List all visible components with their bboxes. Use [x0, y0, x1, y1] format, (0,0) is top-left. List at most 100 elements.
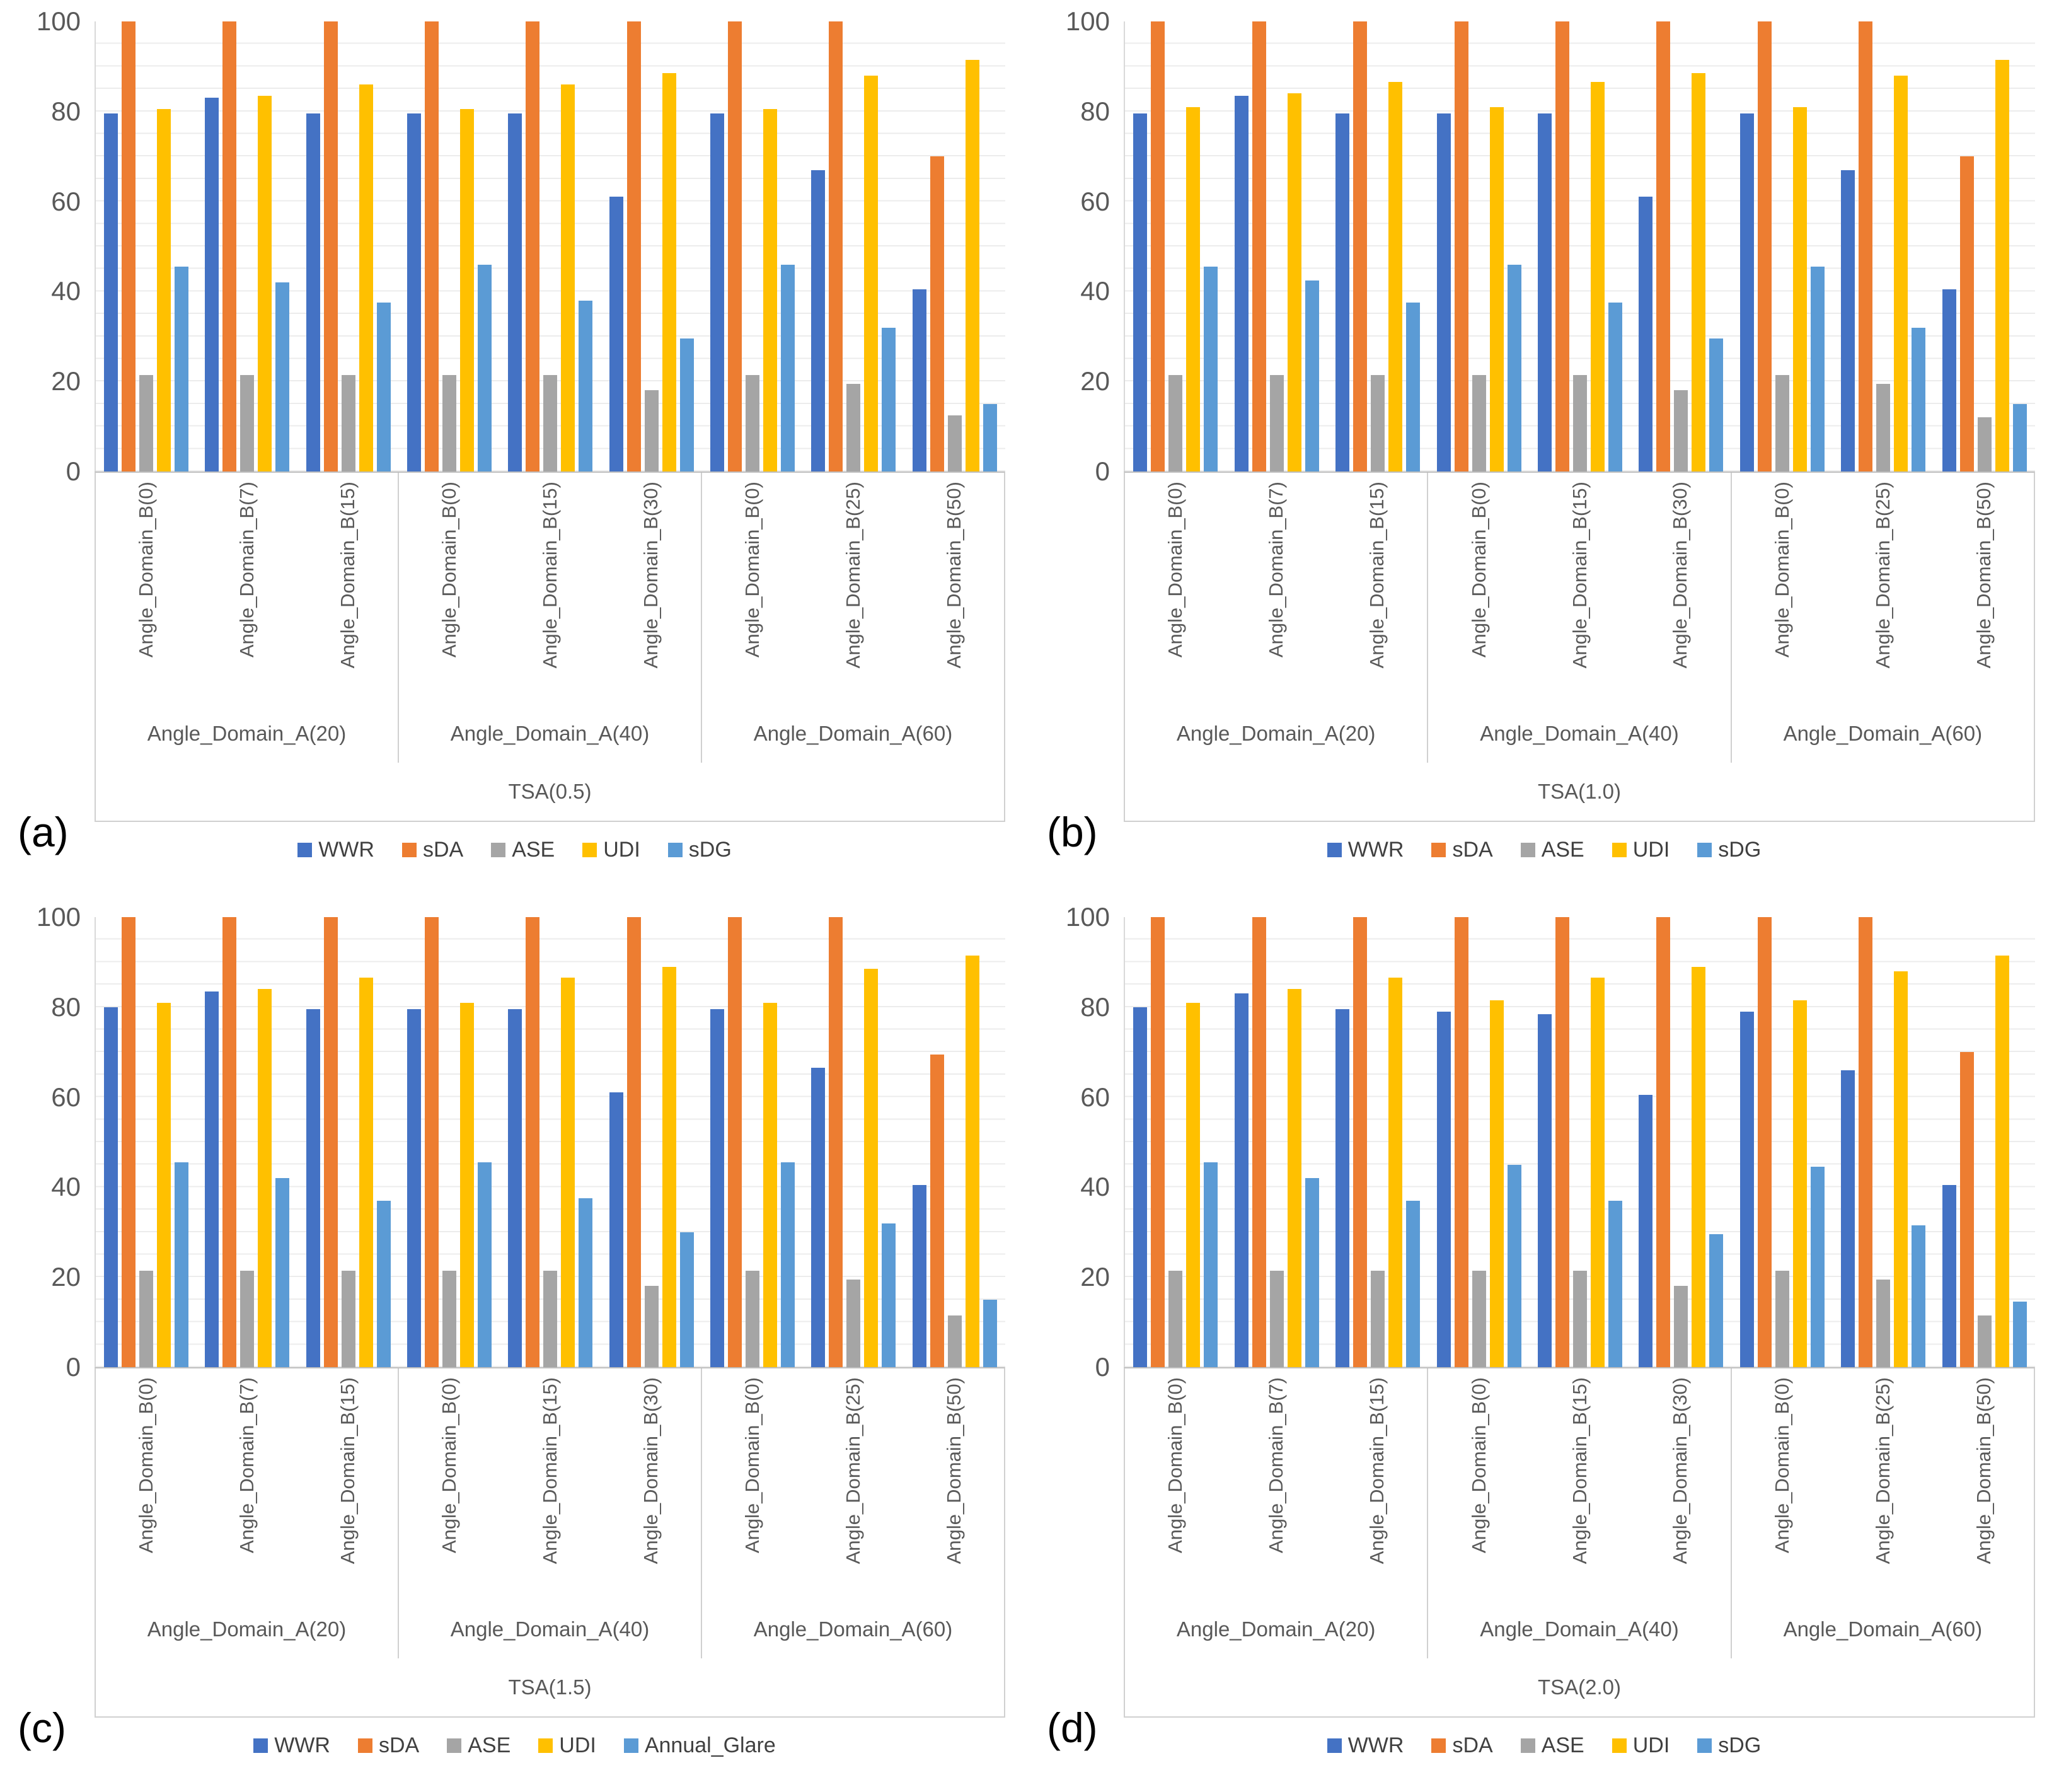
subcategory-label: Angle_Domain_B(50): [942, 482, 965, 669]
subcategory-cell: Angle_Domain_B(0): [702, 473, 803, 705]
group-section: Angle_Domain_A(40): [399, 1600, 702, 1658]
subcategory-cell: Angle_Domain_B(15): [297, 1368, 398, 1600]
bar-WWR: [1335, 1009, 1350, 1367]
legend: WWR sDA ASE UDI sDG: [1029, 1714, 2059, 1777]
bar-WWR: [1234, 993, 1249, 1367]
bar-ASE: [644, 390, 659, 471]
subcategory-cell: Angle_Domain_B(0): [702, 1368, 803, 1600]
bar-UDI: [157, 1002, 171, 1367]
subcategory-cell: Angle_Domain_B(25): [803, 1368, 904, 1600]
chart-panel-b: 0 20 40 60 80 100 Angle_Domain_B(0) Angle_Domai…: [1029, 0, 2059, 896]
group-section: Angle_Domain_A(20): [96, 705, 399, 763]
bar-UDI: [1489, 1000, 1504, 1367]
legend-label: sDA: [1452, 837, 1493, 862]
axis-section: Angle_Domain_B(0) Angle_Domain_B(25) Angle…: [1732, 1368, 2034, 1600]
group-section: Angle_Domain_A(60): [1732, 705, 2034, 763]
bar-WWR: [1234, 95, 1249, 471]
axis-section: Angle_Domain_B(0) Angle_Domain_B(15) Angle…: [1428, 473, 1732, 705]
bar-ASE: [1269, 374, 1284, 471]
bar-group: [904, 21, 1005, 471]
bar-sDA: [930, 1054, 944, 1367]
axis-section: Angle_Domain_B(0) Angle_Domain_B(7) Angle_…: [96, 1368, 399, 1600]
legend-item-WWR: WWR: [297, 838, 374, 862]
bar-sDA: [526, 21, 540, 471]
axis-section: Angle_Domain_B(0) Angle_Domain_B(15) Angle…: [1428, 1368, 1732, 1600]
bar-group: [1226, 917, 1327, 1367]
legend-item-sDA: sDA: [401, 838, 463, 862]
bar-WWR: [407, 1009, 422, 1367]
bar-group: [1732, 917, 1833, 1367]
subcategory-cell: Angle_Domain_B(30): [600, 1368, 701, 1600]
bar-group: [1428, 21, 1529, 471]
y-tick-label: 20: [51, 366, 81, 396]
axis-section: Angle_Domain_B(0) Angle_Domain_B(7) Angle_…: [96, 473, 399, 705]
subcategory-cell: Angle_Domain_B(7): [197, 473, 297, 705]
subcategory-label: Angle_Domain_B(30): [639, 482, 662, 669]
legend-label: ASE: [1541, 1733, 1584, 1757]
bar-sDA: [1859, 917, 1873, 1367]
bar-ASE: [1371, 1270, 1385, 1367]
legend-label: sDG: [688, 837, 732, 862]
bar-group: [1630, 21, 1731, 471]
chart-panel-c: 0 20 40 60 80 100 Angle_Domain_B(0) Angle_Domai…: [0, 896, 1029, 1792]
panel-letter: (c): [18, 1704, 66, 1751]
bar-sDA: [1353, 917, 1368, 1367]
bar-sDA: [1151, 917, 1165, 1367]
legend-item-sDG: sDG: [1697, 1733, 1761, 1758]
group-section: Angle_Domain_A(40): [1428, 705, 1732, 763]
bar-ASE: [644, 1286, 659, 1367]
bar-group: [904, 917, 1005, 1367]
chart-panel-d: 0 20 40 60 80 100 Angle_Domain_B(0) Angle_Domai…: [1029, 896, 2059, 1792]
bar-group: [1630, 917, 1731, 1367]
subcategory-cell: Angle_Domain_B(15): [1529, 1368, 1630, 1600]
legend-label: UDI: [1632, 837, 1670, 862]
bar-UDI: [359, 84, 373, 471]
bar-WWR: [912, 1184, 926, 1367]
legend-swatch-icon: [1431, 842, 1446, 857]
subcategory-label: Angle_Domain_B(7): [236, 482, 258, 658]
bar-Annual_Glare: [175, 1162, 189, 1367]
group-label-row: Angle_Domain_A(20) Angle_Domain_A(40) Angl…: [1125, 705, 2034, 763]
group-label: Angle_Domain_A(20): [147, 722, 347, 745]
bar-WWR: [104, 113, 118, 471]
bar-Annual_Glare: [983, 1299, 997, 1367]
subcategory-cell: Angle_Domain_B(50): [903, 1368, 1004, 1600]
legend-swatch-icon: [491, 842, 506, 857]
bar-sDG: [175, 267, 189, 471]
bar-ASE: [1572, 374, 1587, 471]
group-label-row: Angle_Domain_A(20) Angle_Domain_A(40) Angl…: [1125, 1600, 2034, 1658]
subcategory-row: Angle_Domain_B(0) Angle_Domain_B(7) Angle_…: [1125, 473, 2034, 705]
legend-row: (b) WWR sDA ASE UDI sDG: [1029, 809, 2059, 881]
y-tick-label: 60: [1080, 1082, 1110, 1112]
y-tick-label: 40: [51, 276, 81, 306]
bar-group: [197, 21, 297, 471]
bar-WWR: [1841, 1070, 1855, 1367]
group-label: Angle_Domain_A(40): [450, 722, 650, 745]
bar-UDI: [763, 1002, 778, 1367]
legend-swatch-icon: [1327, 1738, 1342, 1753]
bar-UDI: [258, 95, 272, 471]
bar-Annual_Glare: [376, 1200, 391, 1367]
bar-ASE: [846, 1279, 861, 1367]
bar-WWR: [1942, 289, 1956, 471]
subcategory-cell: Angle_Domain_B(0): [1125, 1368, 1226, 1600]
subcategory-cell: Angle_Domain_B(0): [1428, 473, 1529, 705]
bar-UDI: [359, 978, 373, 1367]
bar-ASE: [746, 374, 760, 471]
legend-item-WWR: WWR: [1327, 838, 1404, 862]
bar-ASE: [139, 374, 154, 471]
group-section: Angle_Domain_A(60): [1732, 1600, 2034, 1658]
bar-ASE: [1977, 1315, 1992, 1367]
legend-swatch-icon: [447, 1738, 462, 1753]
subcategory-label: Angle_Domain_B(15): [1365, 482, 1388, 669]
subcategory-cell: Angle_Domain_B(0): [399, 1368, 500, 1600]
legend-label: UDI: [559, 1733, 596, 1757]
legend-label: WWR: [1347, 1733, 1404, 1757]
legend-item-UDI: UDI: [1612, 1733, 1670, 1758]
bar-ASE: [543, 1270, 558, 1367]
y-tick-label: 60: [51, 1082, 81, 1112]
bar-WWR: [710, 113, 725, 471]
subcategory-cell: Angle_Domain_B(15): [1327, 473, 1427, 705]
bar-ASE: [1168, 1270, 1183, 1367]
bar-sDA: [1454, 21, 1468, 471]
